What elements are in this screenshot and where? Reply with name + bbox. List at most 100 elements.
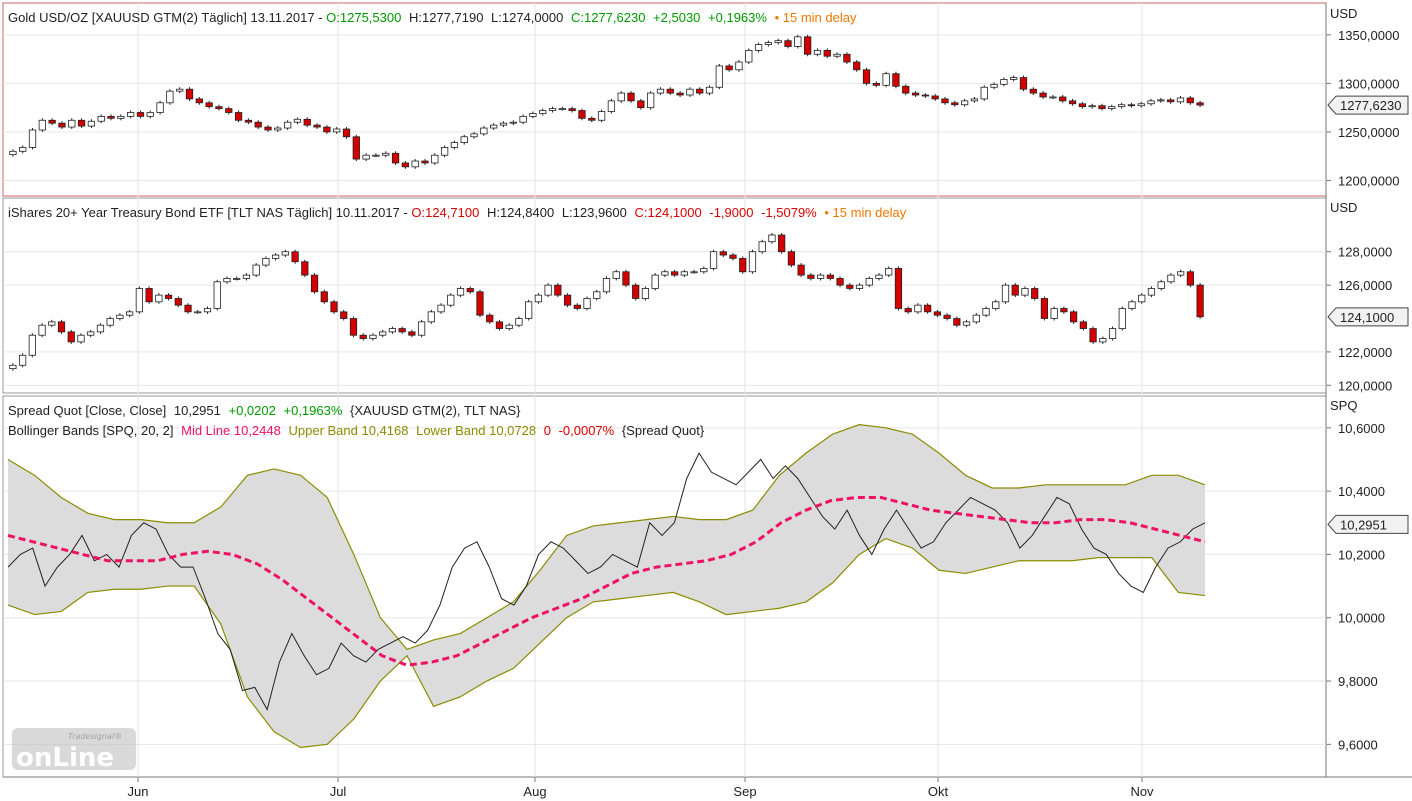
candle-body <box>680 271 688 276</box>
y-tick-label: 128,0000 <box>1338 245 1392 260</box>
candle-body <box>184 304 192 313</box>
candle-body <box>301 261 309 276</box>
candle-body <box>563 294 572 306</box>
candle-body <box>970 98 979 102</box>
bb-lower: Lower Band 10,0728 <box>416 423 536 438</box>
candle-body <box>274 127 282 131</box>
tlt-header: iShares 20+ Year Treasury Bond ETF [TLT … <box>8 205 907 220</box>
bb-name: Bollinger Bands [SPQ, 20, 2] <box>8 423 173 438</box>
candle-body <box>774 40 782 44</box>
tlt-open: O:124,7100 <box>411 205 479 220</box>
gold-close: C:1277,6230 <box>571 10 645 25</box>
candle-body <box>686 88 694 96</box>
tlt-low: L:123,9600 <box>562 205 627 220</box>
candle-body <box>843 53 851 63</box>
candle-body <box>48 119 56 124</box>
candle-body <box>450 142 459 148</box>
gold-unit: USD <box>1330 6 1357 21</box>
candle-body <box>213 281 221 309</box>
candle-body <box>1138 294 1146 303</box>
candle-body <box>127 112 135 117</box>
spread-header: Spread Quot [Close, Close] 10,2951 +0,02… <box>8 403 521 418</box>
candle-body <box>9 150 17 156</box>
candle-body <box>872 82 880 86</box>
gold-low: L:1274,0000 <box>491 10 563 25</box>
last-value-tag <box>1327 307 1409 327</box>
candle-body <box>145 288 153 303</box>
candle-body <box>1157 99 1165 102</box>
candle-body <box>554 284 562 296</box>
candle-body <box>539 110 547 114</box>
candle-body <box>1127 104 1136 107</box>
gold-header: Gold USD/OZ [XAUUSD GTM(2) Täglich] 13.1… <box>8 10 857 25</box>
gold-candles <box>9 34 1204 169</box>
candle-body <box>460 136 468 143</box>
candle-body <box>632 284 640 299</box>
candle-body <box>1050 308 1058 319</box>
candle-body <box>431 154 439 164</box>
candle-body <box>700 268 708 273</box>
candle-body <box>745 49 753 63</box>
candle-body <box>593 291 601 299</box>
candle-body <box>77 334 85 343</box>
candle-body <box>696 88 704 94</box>
x-axis: Jun Jul Aug Sep Okt Nov <box>128 777 1154 799</box>
candle-body <box>855 284 864 289</box>
candle-body <box>333 128 341 133</box>
candle-body <box>1167 99 1175 103</box>
bb-pct: -0,0007% <box>559 423 615 438</box>
candle-body <box>456 288 465 296</box>
candle-body <box>875 274 883 279</box>
spread-value: 10,2951 <box>174 403 221 418</box>
x-tick-label: Aug <box>523 784 546 799</box>
candle-body <box>885 268 893 276</box>
candle-body <box>529 113 537 117</box>
candle-body <box>234 112 243 121</box>
candle-body <box>607 100 616 112</box>
candle-body <box>1167 274 1175 283</box>
candle-body <box>1060 308 1068 313</box>
candle-body <box>982 308 990 316</box>
candle-body <box>622 271 630 286</box>
candle-body <box>1010 77 1018 80</box>
candle-body <box>1078 103 1086 108</box>
last-value-label: 124,1000 <box>1340 310 1394 325</box>
candle-body <box>283 121 292 129</box>
candle-body <box>597 111 606 121</box>
candle-body <box>1039 92 1047 98</box>
candle-body <box>38 119 46 131</box>
x-tick-label: Jul <box>330 784 347 799</box>
candle-body <box>823 49 831 57</box>
logo-small-text: Tradesignal® <box>68 732 122 741</box>
candle-body <box>846 284 854 289</box>
candle-body <box>1147 288 1156 296</box>
candle-body <box>894 268 903 309</box>
candle-body <box>174 298 182 306</box>
candle-body <box>107 115 115 119</box>
candle-body <box>515 318 523 326</box>
candle-body <box>28 129 37 148</box>
candle-body <box>962 321 971 326</box>
candle-body <box>676 92 684 96</box>
candle-body <box>803 36 812 55</box>
candle-body <box>440 147 449 156</box>
candle-body <box>117 115 125 119</box>
candle-body <box>739 257 747 273</box>
candle-body <box>787 251 796 266</box>
candle-body <box>583 298 591 309</box>
candle-body <box>262 257 270 266</box>
candle-body <box>627 92 635 102</box>
candle-body <box>656 88 665 94</box>
candle-body <box>578 110 586 119</box>
candle-body <box>1068 100 1077 105</box>
candle-body <box>57 321 66 333</box>
last-value-tag <box>1327 514 1409 534</box>
candle-body <box>588 117 596 121</box>
spread-unit: SPQ <box>1330 398 1357 413</box>
candle-body <box>1177 271 1185 276</box>
tlt-change: -1,9000 <box>709 205 753 220</box>
candle-body <box>758 241 766 253</box>
candle-body <box>816 274 825 279</box>
candle-body <box>992 301 1000 309</box>
candle-body <box>778 234 786 253</box>
